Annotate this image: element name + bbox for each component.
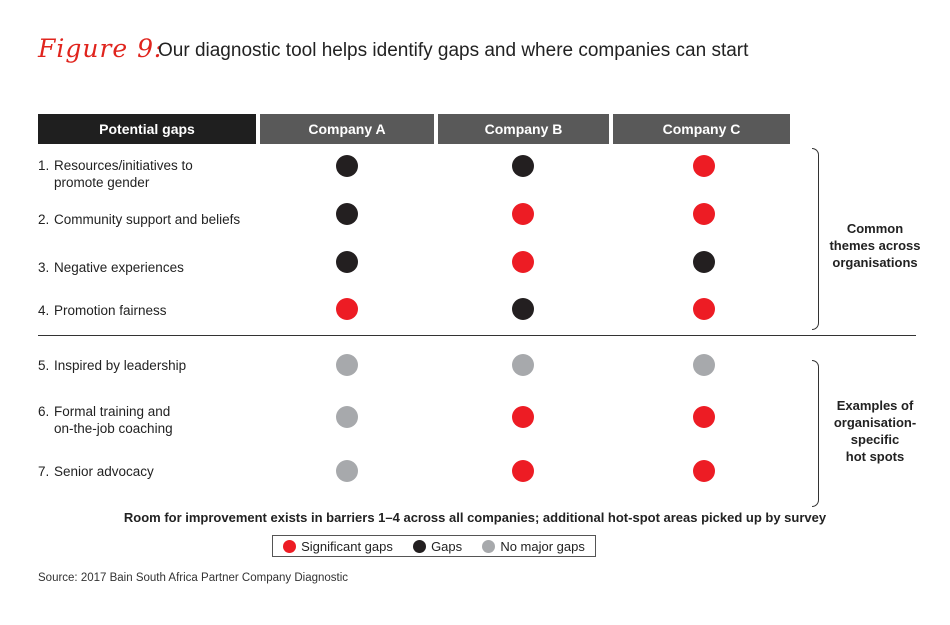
- row-label-4: 4. Promotion fairness: [38, 302, 258, 319]
- gray-dot-icon: [482, 539, 496, 553]
- row-label-1: 1. Resources/initiatives to promote gende…: [38, 157, 258, 191]
- dot-row4-company-a: [336, 298, 358, 320]
- dot-row2-company-b: [512, 203, 534, 225]
- row-label-line1: Formal training and: [54, 404, 171, 419]
- row-number: 2.: [38, 212, 50, 227]
- row-number: 3.: [38, 260, 50, 275]
- group-label-line: organisations: [832, 255, 918, 270]
- dot-row5-company-b: [512, 354, 534, 376]
- figure-label: Figure 9:: [38, 34, 164, 63]
- dot-row6-company-c: [693, 406, 715, 428]
- row-label-line1: Promotion fairness: [54, 303, 167, 318]
- dot-row3-company-a: [336, 251, 358, 273]
- dot-row6-company-b: [512, 406, 534, 428]
- row-label-3: 3. Negative experiences: [38, 259, 258, 276]
- row-label-2: 2. Community support and beliefs: [38, 211, 258, 228]
- header-company-a: Company A: [260, 114, 434, 144]
- group-label-line: organisation-: [833, 415, 917, 430]
- row-label-line1: Community support and beliefs: [54, 212, 241, 227]
- row-label-6: 6. Formal training and on-the-job coachin…: [38, 403, 258, 437]
- dot-row7-company-c: [693, 460, 715, 482]
- dot-row5-company-c: [693, 354, 715, 376]
- dot-row3-company-c: [693, 251, 715, 273]
- header-company-b: Company B: [438, 114, 609, 144]
- red-dot-icon: [283, 539, 297, 553]
- group-label-line: hot spots: [845, 449, 905, 464]
- row-label-line2: promote gender: [54, 175, 150, 190]
- black-dot-icon: [413, 539, 427, 553]
- row-label-line1: Senior advocacy: [54, 464, 154, 479]
- section-divider: [38, 335, 916, 336]
- legend-item-none: No major gaps: [482, 539, 585, 554]
- dot-row1-company-c: [693, 155, 715, 177]
- row-label-7: 7. Senior advocacy: [38, 463, 258, 480]
- dot-row4-company-c: [693, 298, 715, 320]
- legend: Significant gaps Gaps No major gaps: [272, 535, 596, 557]
- dot-row7-company-a: [336, 460, 358, 482]
- legend-label: Gaps: [431, 538, 463, 554]
- dot-row5-company-a: [336, 354, 358, 376]
- group-label-line: themes across: [829, 238, 921, 253]
- row-label-5: 5. Inspired by leadership: [38, 357, 258, 374]
- row-number: 6.: [38, 404, 50, 419]
- group-label-line: Examples of: [836, 398, 914, 413]
- row-number: 5.: [38, 358, 50, 373]
- header-company-c: Company C: [613, 114, 790, 144]
- row-label-line1: Inspired by leadership: [54, 358, 187, 373]
- row-label-line1: Resources/initiatives to: [54, 158, 193, 173]
- summary-note: Room for improvement exists in barriers …: [123, 510, 827, 525]
- legend-item-gaps: Gaps: [413, 539, 462, 554]
- dot-row3-company-b: [512, 251, 534, 273]
- dot-row2-company-c: [693, 203, 715, 225]
- source-note: Source: 2017 Bain South Africa Partner C…: [38, 572, 349, 584]
- dot-row1-company-b: [512, 155, 534, 177]
- group-label-common: Common themes across organisations: [820, 220, 930, 271]
- dot-row6-company-a: [336, 406, 358, 428]
- group-label-line: specific: [850, 432, 900, 447]
- group-label-hotspots: Examples of organisation- specific hot s…: [820, 397, 930, 465]
- dot-row4-company-b: [512, 298, 534, 320]
- header-potential-gaps: Potential gaps: [38, 114, 256, 144]
- dot-row7-company-b: [512, 460, 534, 482]
- legend-item-significant: Significant gaps: [283, 539, 393, 554]
- row-label-line1: Negative experiences: [54, 260, 184, 275]
- bracket-hotspots: [812, 360, 819, 507]
- row-number: 7.: [38, 464, 50, 479]
- dot-row2-company-a: [336, 203, 358, 225]
- figure-title: Our diagnostic tool helps identify gaps …: [158, 40, 749, 61]
- bracket-common: [812, 148, 819, 330]
- legend-label: Significant gaps: [301, 538, 393, 554]
- row-number: 1.: [38, 158, 50, 173]
- legend-label: No major gaps: [500, 538, 585, 554]
- dot-row1-company-a: [336, 155, 358, 177]
- row-label-line2: on-the-job coaching: [54, 421, 173, 436]
- row-number: 4.: [38, 303, 50, 318]
- group-label-line: Common: [846, 221, 904, 236]
